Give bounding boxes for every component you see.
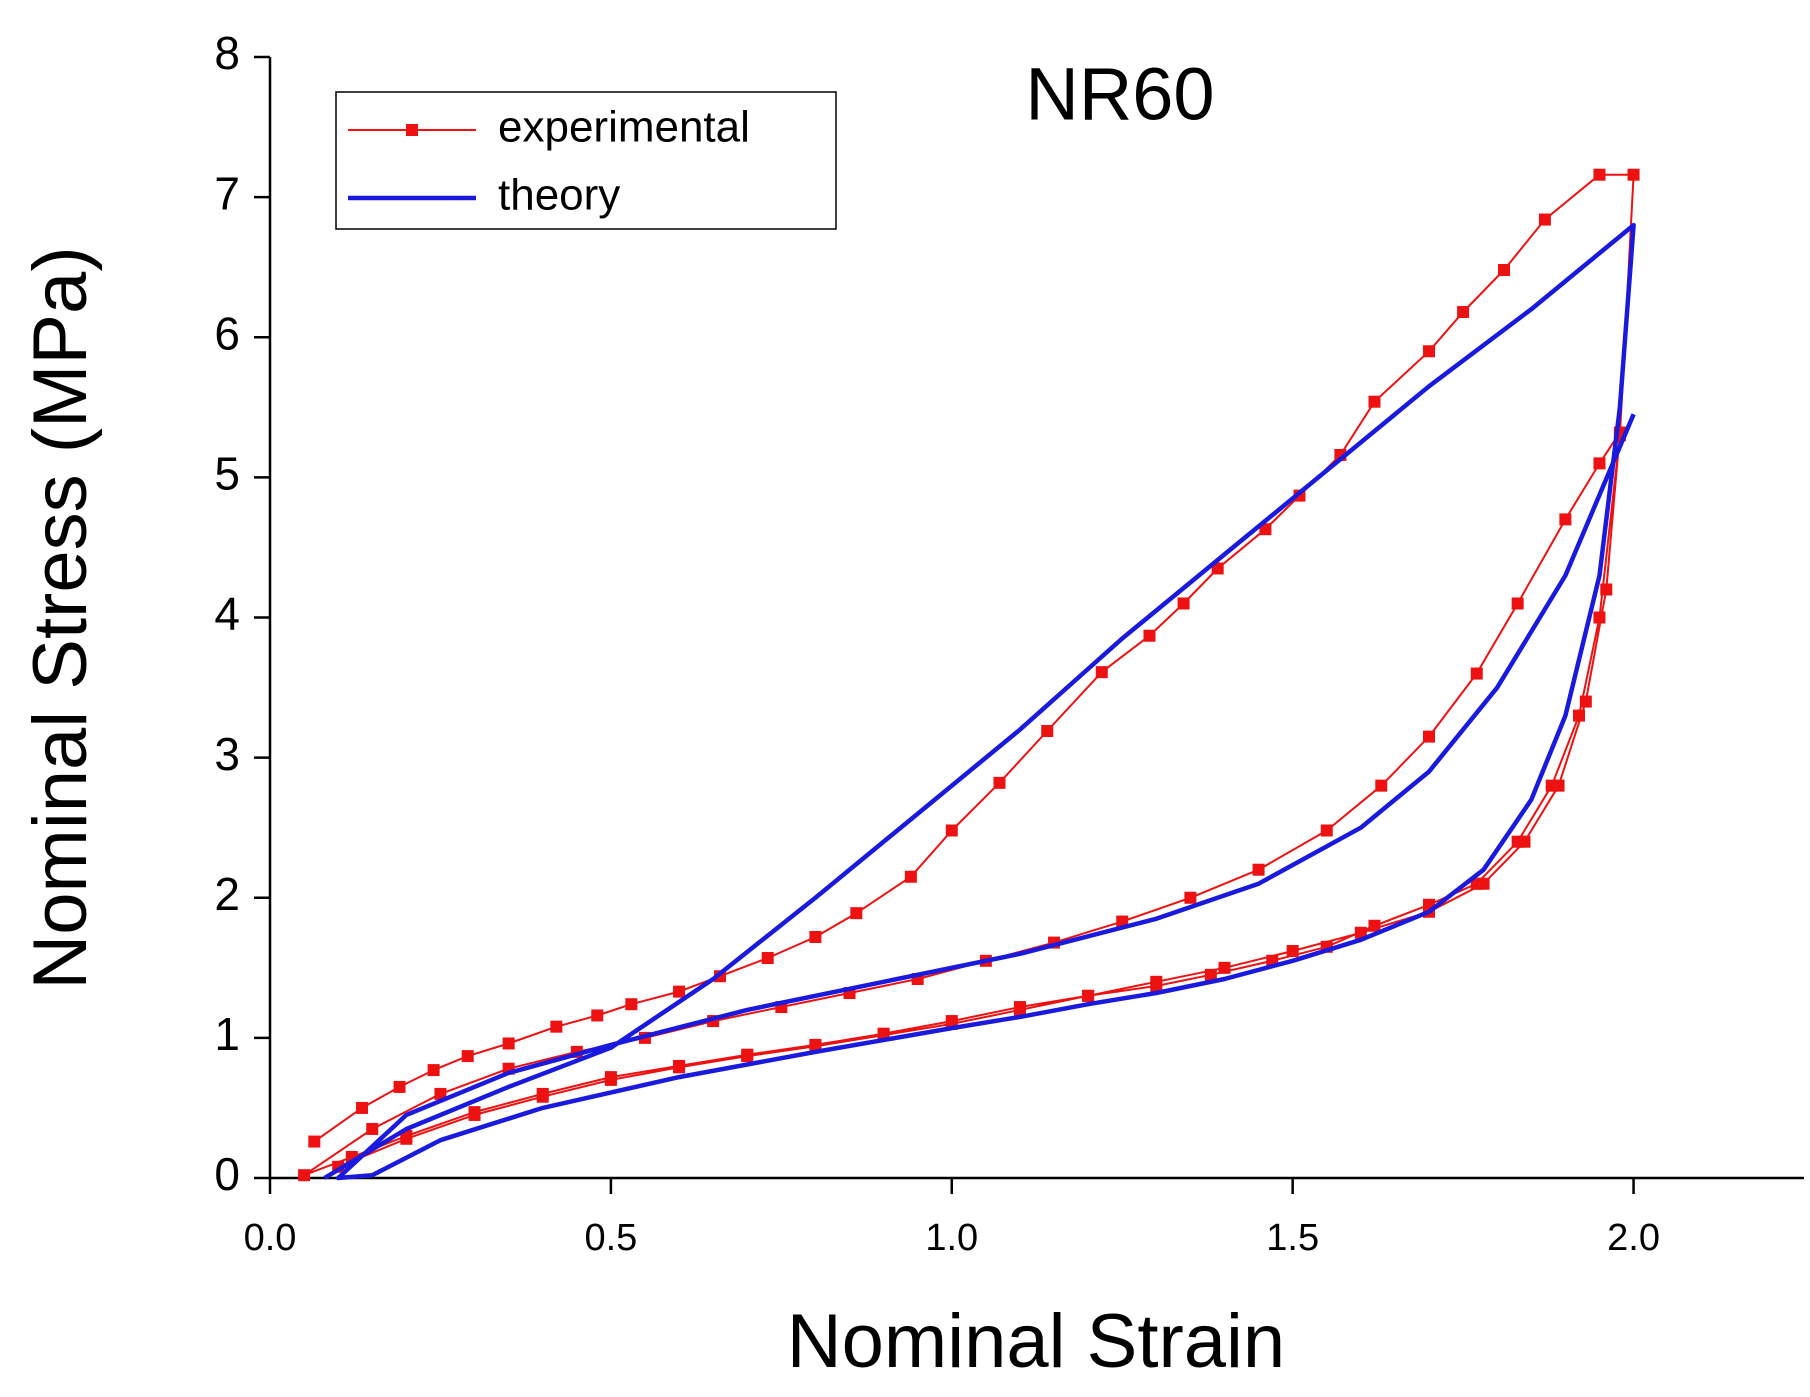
data-point [1593,168,1606,181]
x-tick-label: 2.0 [1607,1217,1660,1259]
data-point [741,1050,754,1063]
data-point [1423,345,1436,358]
data-point [1252,863,1265,876]
x-tick-label: 0.5 [584,1217,637,1259]
data-point [366,1122,379,1135]
data-point [393,1080,406,1093]
data-point [1320,824,1333,837]
data-point [1286,944,1299,957]
data-point [1627,168,1640,181]
data-point [1457,306,1470,319]
data-point [434,1087,447,1100]
data-point [1511,597,1524,610]
data-point [591,1009,604,1022]
data-point [1204,968,1217,981]
data-point [298,1169,311,1182]
data-point [1518,835,1531,848]
data-point [356,1101,369,1114]
y-tick-label: 3 [214,728,240,780]
data-point [502,1062,515,1075]
y-tick-label: 5 [214,448,240,500]
data-point [536,1090,549,1103]
data-point [1095,666,1108,679]
data-point [1477,877,1490,890]
data-point [625,998,638,1011]
data-point [1559,513,1572,526]
data-point [1593,457,1606,470]
data-point [809,930,822,943]
y-axis-label: Nominal Stress (MPa) [18,246,103,989]
data-point [1041,725,1054,738]
data-point [1368,395,1381,408]
x-axis-label: Nominal Strain [787,1299,1285,1384]
legend-box [335,91,837,230]
data-point [1211,562,1224,575]
data-point [1375,779,1388,792]
x-tick-label: 0.0 [244,1217,297,1259]
data-point [468,1108,481,1121]
data-point [673,985,686,998]
data-point [461,1050,474,1063]
data-point [1538,213,1551,226]
data-point [673,1061,686,1074]
y-tick-label: 0 [214,1148,240,1200]
data-point [1579,695,1592,708]
data-point [1259,523,1272,536]
data-point [904,870,917,883]
data-point [1593,611,1606,624]
data-point [550,1020,563,1033]
legend-label: theory [498,171,620,220]
data-point [502,1037,515,1050]
data-point [1082,989,1095,1002]
data-point [1552,779,1565,792]
data-point [1218,961,1231,974]
data-point [761,952,774,965]
y-tick-label: 4 [214,588,240,640]
chart-title: NR60 [1025,53,1214,136]
data-point [604,1073,617,1086]
y-tick-label: 8 [214,27,240,79]
data-point [1177,597,1190,610]
legend-marker [406,124,418,136]
series-line [323,222,1636,1181]
data-point [400,1132,413,1145]
data-point [1423,730,1436,743]
data-point [308,1135,321,1148]
data-point [1143,629,1156,642]
data-point [993,776,1006,789]
data-point [1573,709,1586,722]
data-point [1600,583,1613,596]
data-point [1368,919,1381,932]
y-tick-label: 2 [214,868,240,920]
data-point [850,907,863,920]
data-point [1498,263,1511,276]
legend-label: experimental [498,103,750,152]
data-point [1184,891,1197,904]
y-tick-label: 1 [214,1008,240,1060]
y-tick-label: 7 [214,167,240,219]
y-tick-label: 6 [214,307,240,359]
data-point [1470,667,1483,680]
data-point [1150,975,1163,988]
data-point [427,1064,440,1077]
data-point [1354,926,1367,939]
x-tick-label: 1.0 [925,1217,978,1259]
data-point [1013,1003,1026,1016]
x-tick-label: 1.5 [1266,1217,1319,1259]
data-point [945,824,958,837]
